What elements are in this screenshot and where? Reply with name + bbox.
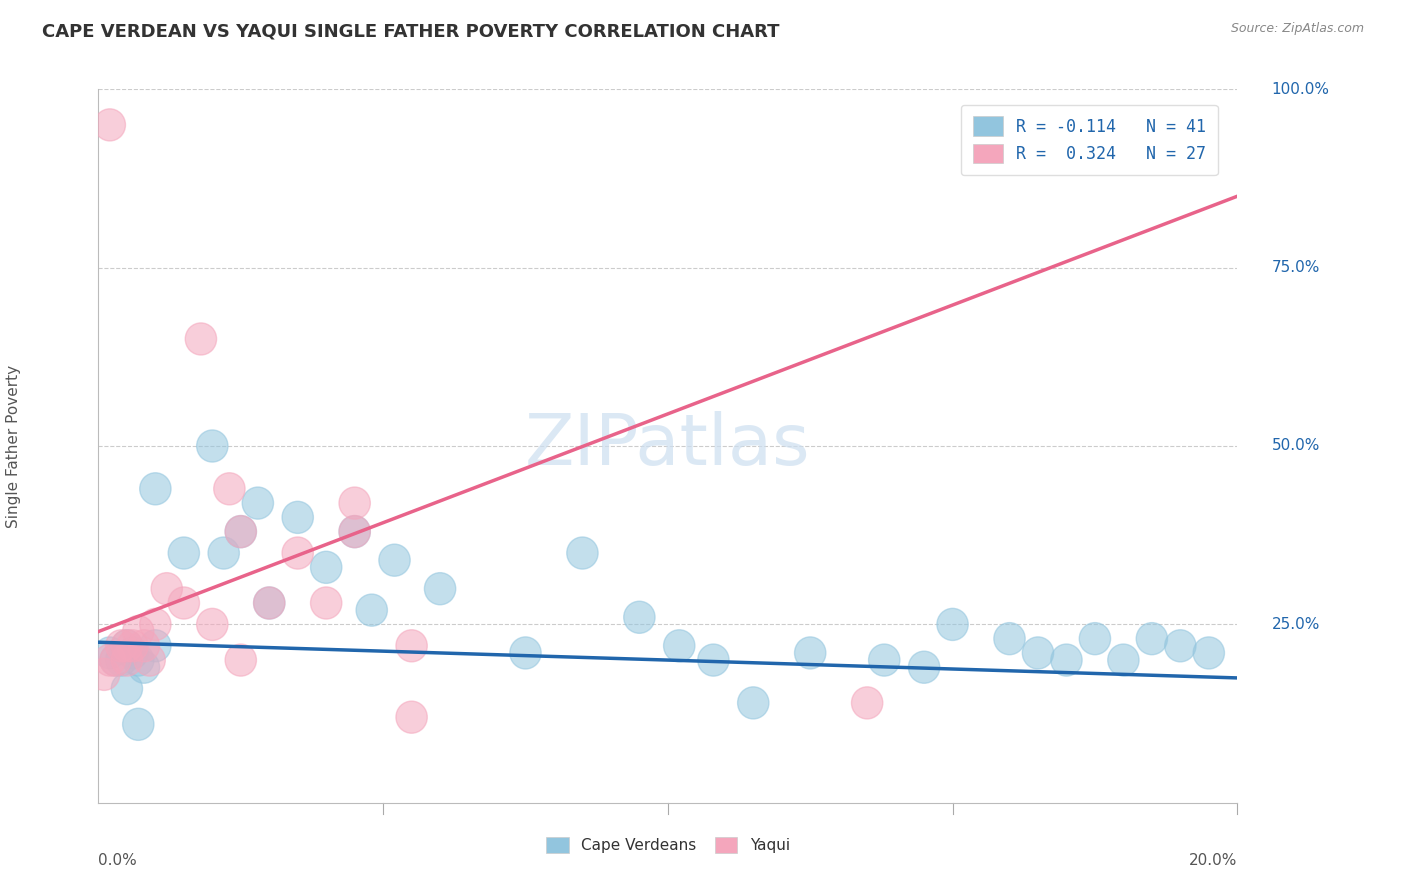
Ellipse shape — [197, 430, 228, 462]
Ellipse shape — [1164, 630, 1197, 662]
Ellipse shape — [1022, 637, 1053, 669]
Ellipse shape — [356, 594, 388, 626]
Ellipse shape — [852, 687, 883, 719]
Ellipse shape — [869, 644, 900, 676]
Text: CAPE VERDEAN VS YAQUI SINGLE FATHER POVERTY CORRELATION CHART: CAPE VERDEAN VS YAQUI SINGLE FATHER POVE… — [42, 22, 780, 40]
Ellipse shape — [311, 587, 342, 619]
Ellipse shape — [122, 644, 153, 676]
Ellipse shape — [378, 544, 411, 576]
Ellipse shape — [339, 487, 370, 519]
Ellipse shape — [100, 644, 131, 676]
Ellipse shape — [225, 516, 256, 548]
Ellipse shape — [283, 501, 314, 533]
Ellipse shape — [697, 644, 730, 676]
Ellipse shape — [134, 644, 166, 676]
Ellipse shape — [794, 637, 825, 669]
Ellipse shape — [1136, 623, 1167, 655]
Ellipse shape — [150, 573, 183, 605]
Ellipse shape — [128, 630, 160, 662]
Ellipse shape — [1080, 623, 1111, 655]
Text: 100.0%: 100.0% — [1271, 82, 1330, 96]
Ellipse shape — [186, 323, 217, 355]
Ellipse shape — [139, 473, 172, 505]
Ellipse shape — [111, 673, 142, 705]
Ellipse shape — [425, 573, 456, 605]
Ellipse shape — [225, 644, 256, 676]
Ellipse shape — [128, 651, 160, 683]
Ellipse shape — [242, 487, 274, 519]
Ellipse shape — [1050, 644, 1083, 676]
Text: 20.0%: 20.0% — [1189, 853, 1237, 868]
Ellipse shape — [100, 644, 131, 676]
Text: 50.0%: 50.0% — [1271, 439, 1320, 453]
Ellipse shape — [214, 473, 245, 505]
Ellipse shape — [225, 516, 256, 548]
Text: ZIPatlas: ZIPatlas — [524, 411, 811, 481]
Ellipse shape — [122, 615, 153, 648]
Ellipse shape — [1108, 644, 1139, 676]
Ellipse shape — [197, 608, 228, 640]
Ellipse shape — [908, 651, 939, 683]
Ellipse shape — [738, 687, 769, 719]
Ellipse shape — [339, 516, 370, 548]
Ellipse shape — [396, 701, 427, 733]
Ellipse shape — [89, 658, 120, 690]
Ellipse shape — [664, 630, 695, 662]
Ellipse shape — [994, 623, 1025, 655]
Ellipse shape — [122, 708, 153, 740]
Ellipse shape — [94, 644, 125, 676]
Ellipse shape — [139, 630, 172, 662]
Ellipse shape — [94, 637, 125, 669]
Ellipse shape — [117, 637, 148, 669]
Ellipse shape — [111, 630, 142, 662]
Ellipse shape — [208, 537, 239, 569]
Legend: Cape Verdeans, Yaqui: Cape Verdeans, Yaqui — [540, 831, 796, 859]
Ellipse shape — [105, 630, 136, 662]
Ellipse shape — [624, 601, 655, 633]
Text: Single Father Poverty: Single Father Poverty — [6, 365, 21, 527]
Text: 75.0%: 75.0% — [1271, 260, 1320, 275]
Ellipse shape — [111, 630, 142, 662]
Ellipse shape — [283, 537, 314, 569]
Text: Source: ZipAtlas.com: Source: ZipAtlas.com — [1230, 22, 1364, 36]
Ellipse shape — [396, 630, 427, 662]
Ellipse shape — [111, 644, 142, 676]
Ellipse shape — [94, 109, 125, 141]
Text: 25.0%: 25.0% — [1271, 617, 1320, 632]
Ellipse shape — [117, 630, 148, 662]
Ellipse shape — [169, 537, 200, 569]
Ellipse shape — [1194, 637, 1225, 669]
Ellipse shape — [253, 587, 285, 619]
Ellipse shape — [139, 608, 172, 640]
Ellipse shape — [339, 516, 370, 548]
Ellipse shape — [169, 587, 200, 619]
Ellipse shape — [311, 551, 342, 583]
Text: 0.0%: 0.0% — [98, 853, 138, 868]
Ellipse shape — [567, 537, 598, 569]
Ellipse shape — [253, 587, 285, 619]
Ellipse shape — [105, 644, 136, 676]
Ellipse shape — [936, 608, 969, 640]
Ellipse shape — [510, 637, 541, 669]
